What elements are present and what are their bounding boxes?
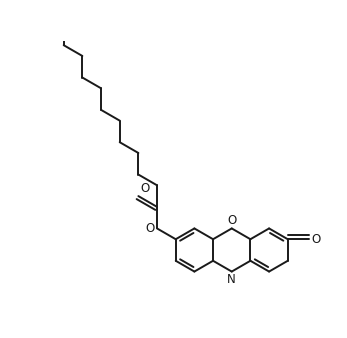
Text: N: N [227, 273, 236, 286]
Text: O: O [145, 222, 155, 235]
Text: O: O [312, 233, 321, 246]
Text: O: O [227, 214, 236, 227]
Text: O: O [140, 182, 149, 195]
